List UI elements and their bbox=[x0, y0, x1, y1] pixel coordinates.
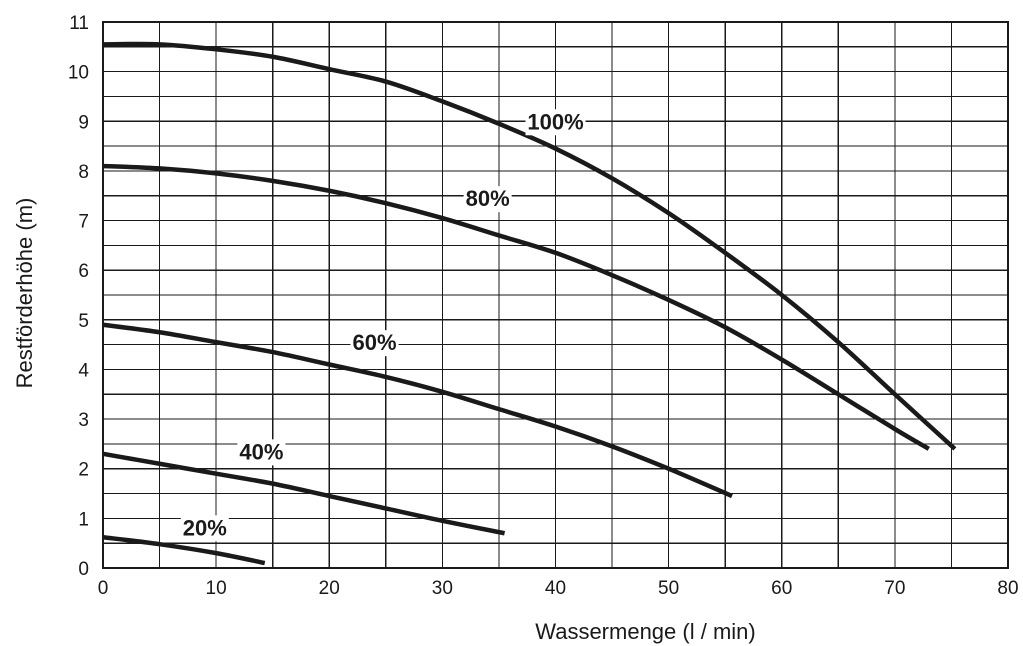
curves bbox=[102, 41, 957, 566]
curve-80-percent bbox=[102, 163, 930, 451]
curve-label-40-percent: 40% bbox=[237, 439, 286, 466]
y-axis-ticks: 0 1 2 3 4 5 6 7 8 9 10 11 bbox=[68, 13, 90, 580]
curve-label-60-percent: 60% bbox=[350, 330, 399, 357]
x-tick-label: 20 bbox=[319, 578, 340, 599]
curve-label-text: 80% bbox=[466, 186, 510, 211]
curve-label-text: 20% bbox=[183, 515, 227, 540]
curve-label-background bbox=[525, 109, 586, 136]
x-tick-label: 60 bbox=[771, 578, 792, 599]
plot-frame bbox=[102, 21, 1009, 569]
y-tick-label: 1 bbox=[78, 509, 89, 530]
x-axis-title: Wassermenge (l / min) bbox=[535, 619, 755, 644]
y-tick-label: 2 bbox=[78, 460, 89, 481]
x-tick-label: 0 bbox=[98, 578, 109, 599]
y-axis-title: Restförderhöhe (m) bbox=[12, 198, 37, 389]
y-tick-label: 4 bbox=[78, 360, 89, 381]
curve-label-100-percent: 100% bbox=[525, 109, 586, 136]
y-tick-label: 6 bbox=[78, 261, 89, 282]
y-tick-label: 0 bbox=[78, 559, 89, 580]
x-tick-label: 80 bbox=[997, 578, 1018, 599]
y-tick-label: 8 bbox=[78, 162, 89, 183]
y-tick-label: 5 bbox=[78, 311, 89, 332]
x-tick-label: 70 bbox=[884, 578, 905, 599]
y-tick-label: 10 bbox=[68, 63, 89, 84]
x-tick-label: 50 bbox=[658, 578, 679, 599]
curve-60-percent bbox=[102, 322, 733, 499]
x-tick-label: 30 bbox=[432, 578, 453, 599]
curve-label-20-percent: 20% bbox=[180, 515, 229, 542]
curve-label-text: 60% bbox=[352, 330, 396, 355]
x-tick-label: 40 bbox=[545, 578, 566, 599]
x-tick-label: 10 bbox=[206, 578, 227, 599]
grid bbox=[102, 21, 1009, 569]
y-tick-label: 7 bbox=[78, 212, 89, 233]
curve-label-background bbox=[237, 439, 286, 466]
curve-label-background bbox=[350, 330, 399, 357]
y-tick-label: 11 bbox=[69, 13, 89, 34]
curve-label-text: 40% bbox=[239, 439, 283, 464]
curve-labels: 100% 80% 60% 40% 20% bbox=[180, 109, 586, 542]
curve-label-80-percent: 80% bbox=[463, 186, 512, 213]
curve-label-background bbox=[463, 186, 512, 213]
x-axis-ticks: 0 10 20 30 40 50 60 70 80 bbox=[98, 578, 1019, 599]
y-tick-label: 3 bbox=[78, 410, 89, 431]
curve-100-percent bbox=[102, 41, 957, 451]
curve-20-percent bbox=[102, 534, 266, 566]
y-tick-label: 9 bbox=[78, 112, 89, 133]
curve-40-percent bbox=[102, 451, 506, 536]
curve-label-background bbox=[180, 515, 229, 542]
curve-label-text: 100% bbox=[527, 109, 583, 134]
